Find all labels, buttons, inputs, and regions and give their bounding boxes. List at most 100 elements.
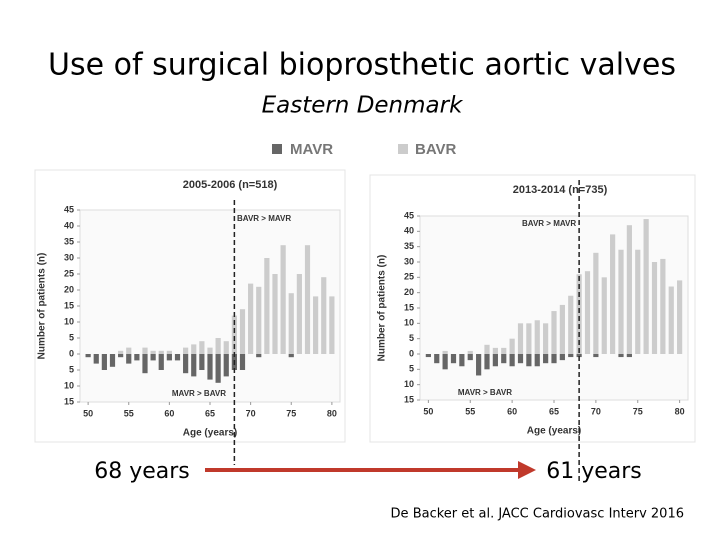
bar [559,354,565,361]
y-tick-label: 40 [404,226,414,236]
bar [668,286,674,354]
bar [199,354,205,370]
bar [288,293,294,354]
bar [272,274,278,354]
y-tick-label: 10 [64,316,74,326]
bar [183,354,189,374]
x-axis-label: Age (years) [527,426,581,437]
bar [526,354,532,367]
chart-frame [34,169,346,443]
bar [476,354,482,376]
slide-subtitle: Eastern Denmark [262,93,465,119]
y-tick-label: 45 [404,210,414,220]
x-tick-label: 55 [465,406,475,416]
legend-label: BAVR [415,141,457,158]
y-tick-label: 45 [64,204,74,214]
y-tick-label: 20 [64,284,74,294]
y-axis-label: Number of patients (n) [37,253,48,360]
bar [434,354,440,364]
bar [199,341,205,354]
plot-area [419,215,689,401]
bar [551,354,557,364]
bar [174,354,181,361]
bar [191,344,197,354]
bar [425,354,431,358]
bar [584,271,591,354]
bar [517,323,524,354]
bar [517,354,524,364]
bar [264,258,270,354]
x-tick-label: 70 [591,406,601,416]
bar [677,280,683,354]
bar [118,350,124,354]
bar [207,354,213,380]
x-tick-label: 50 [423,406,433,416]
x-tick-label: 65 [205,408,215,418]
bar [610,234,616,354]
bar [109,354,116,367]
bar [593,252,599,354]
y-tick-label: 10 [404,318,414,328]
annotation: BAVR > MAVR [522,219,576,228]
x-tick-label: 80 [675,406,685,416]
bar [534,320,540,354]
bar [643,219,649,354]
bar [126,347,132,354]
bar [134,354,140,361]
bar [626,354,632,358]
bar [158,350,164,354]
bar [526,323,532,354]
bar [651,262,658,354]
y-tick-label: 0 [69,348,74,358]
citation: De Backer et al. JACC Cardiovasc Interv … [391,507,684,522]
bar [442,350,448,354]
bar [248,283,254,354]
bar [150,350,156,354]
bar [576,274,582,354]
bar [280,245,286,354]
chart-frame [369,174,696,443]
bar [93,354,99,364]
y-tick-label: 5 [409,364,414,374]
bar [126,354,132,364]
bar [484,354,490,370]
y-tick-label: 35 [404,241,414,251]
bar [313,296,319,354]
bar [288,354,294,358]
y-tick-label: 20 [404,287,414,297]
bar [543,354,549,364]
x-tick-label: 75 [633,406,643,416]
y-tick-label: 10 [404,379,414,389]
bar [467,350,473,354]
arrow-head [518,461,536,479]
bar [442,354,448,370]
y-tick-label: 5 [69,332,74,342]
bar [166,354,172,361]
bar [256,286,262,354]
bar [601,277,607,354]
annotation: 68 years [94,459,190,484]
bar [207,347,213,354]
bar [501,347,507,354]
bar [568,354,574,358]
x-tick-label: 60 [164,408,174,418]
bar [150,354,156,361]
bar [296,274,302,354]
legend-label: MAVR [290,141,333,158]
bar [329,296,335,354]
chart-title: 2013-2014 (n=735) [513,184,608,196]
y-tick-label: 15 [64,300,74,310]
bar [568,295,574,354]
bar [231,315,237,354]
annotation: MAVR > BAVR [172,389,226,398]
bar [215,338,221,354]
bar [543,323,549,354]
bar [450,354,457,364]
y-tick-label: 0 [409,348,414,358]
bar [118,354,124,358]
legend-swatch [272,144,282,154]
bar [239,354,246,370]
y-tick-label: 15 [64,396,74,406]
bar [492,347,498,354]
bar [101,354,107,370]
